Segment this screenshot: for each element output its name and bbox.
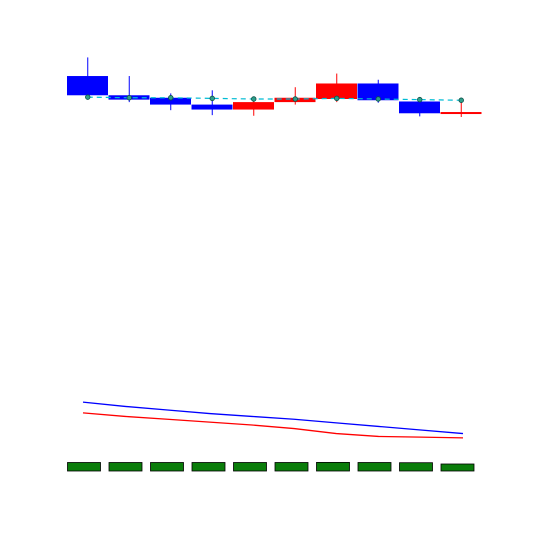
candle-body — [67, 76, 108, 96]
candle-body — [191, 104, 233, 110]
volume-bar — [150, 462, 184, 472]
line-panel — [82, 401, 464, 439]
candle-body — [150, 97, 191, 105]
volume-bar — [274, 462, 309, 472]
volume-bar — [233, 462, 267, 472]
overlay-marker — [209, 95, 215, 102]
volume-bar — [191, 462, 226, 472]
candle-body — [357, 83, 399, 101]
candle-body — [233, 102, 274, 110]
volume-bar-panel — [67, 461, 475, 472]
overlay-marker — [85, 94, 91, 100]
overlay-marker — [126, 95, 132, 101]
red-series-line — [82, 412, 464, 439]
overlay-marker — [417, 96, 423, 103]
overlay-marker — [334, 95, 340, 102]
blue-series-line — [82, 401, 464, 435]
volume-bar — [399, 462, 433, 472]
volume-bar — [440, 463, 475, 472]
volume-bar — [316, 461, 350, 472]
overlay-marker — [375, 96, 381, 102]
candle-body — [316, 83, 357, 99]
overlay-marker — [168, 95, 174, 101]
volume-bar — [108, 462, 143, 472]
overlay-marker — [251, 96, 257, 102]
volume-bar — [357, 462, 392, 472]
overlay-marker — [292, 96, 298, 102]
candlestick-panel — [67, 57, 482, 117]
candle-body — [399, 101, 440, 114]
overlay-marker — [458, 97, 464, 103]
volume-bar — [67, 462, 101, 472]
candle-body — [440, 112, 482, 115]
